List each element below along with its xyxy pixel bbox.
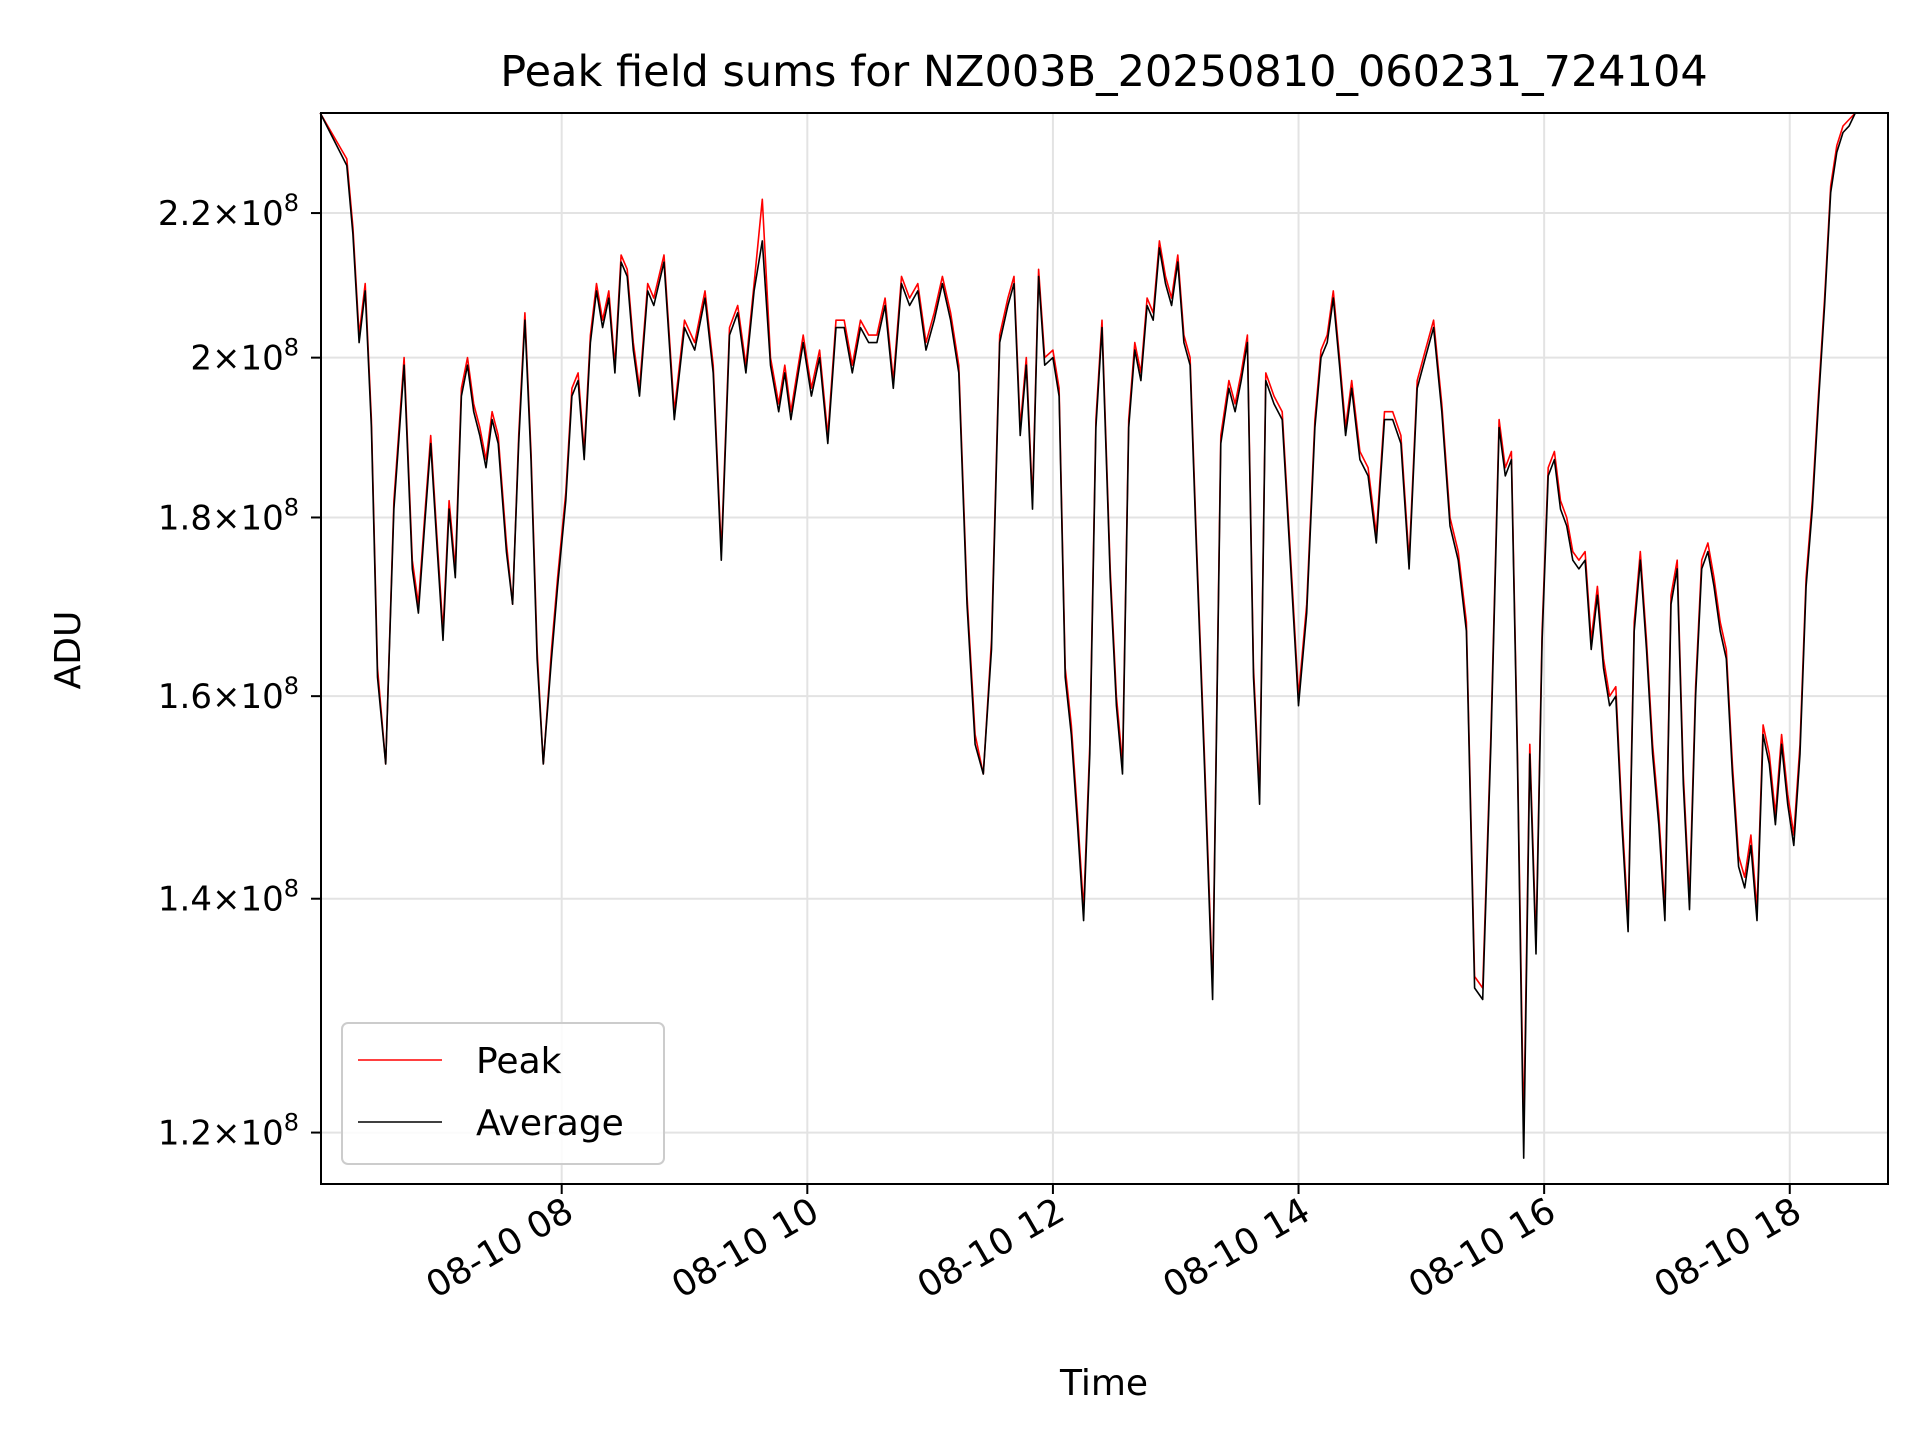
legend-label-average: Average: [476, 1103, 624, 1144]
series-lines: [319, 112, 1884, 1159]
legend-label-peak: Peak: [476, 1041, 562, 1082]
legend-box: [341, 1022, 665, 1165]
plot-frame: [320, 112, 1889, 1185]
x-axis-label: Time: [1059, 1363, 1148, 1404]
legend: Peak Average: [341, 1022, 665, 1165]
y-tick-label: 2×108: [190, 334, 299, 379]
y-tick-label: 1.6×108: [158, 672, 299, 717]
y-tick-label: 1.2×108: [158, 1109, 299, 1154]
y-tick-label: 2.2×108: [158, 189, 299, 234]
y-tick-label: 1.4×108: [158, 875, 299, 920]
grid: [321, 113, 1888, 1184]
series-line-average: [319, 112, 1884, 1159]
chart-title: Peak field sums for NZ003B_20250810_0602…: [500, 47, 1708, 97]
y-axis-ticks: 1.2×108 1.4×108 1.6×108 1.8×108 2×108 2.2×108: [158, 189, 321, 1154]
y-axis-label: ADU: [48, 611, 89, 690]
y-tick-label: 1.8×108: [158, 493, 299, 538]
